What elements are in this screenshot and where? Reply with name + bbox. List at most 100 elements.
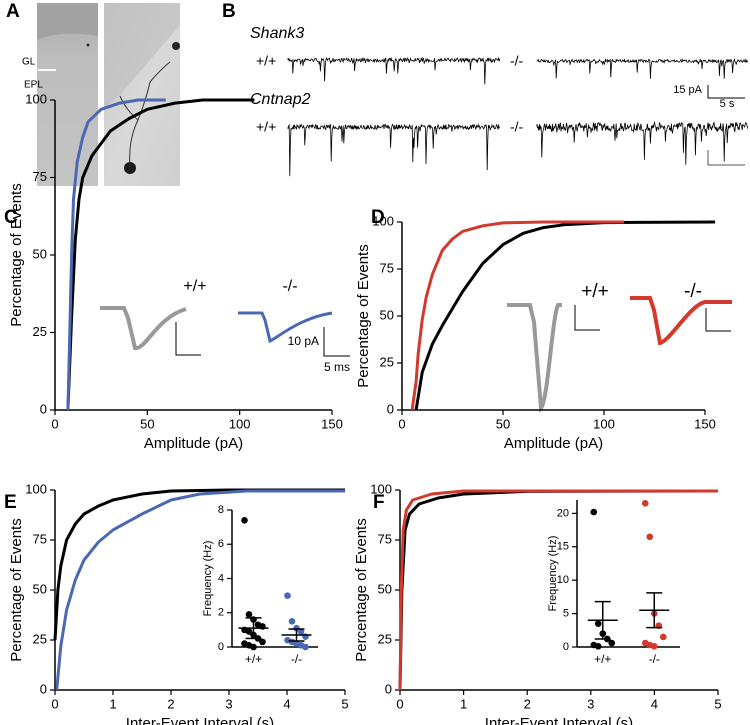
y-axis-label: Percentage of Events [355, 244, 372, 387]
data-point [659, 633, 667, 641]
data-point [641, 500, 649, 507]
data-point [608, 639, 616, 647]
panel-label: B [222, 1, 236, 22]
event-waveform [238, 311, 333, 344]
y-axis-label: Frequency (Hz) [547, 536, 559, 612]
layer-label: EPL [24, 80, 43, 91]
y-tick-label: 75 [33, 531, 47, 546]
y-tick-label: 100 [372, 213, 394, 228]
cumulative-curve [398, 489, 718, 691]
cumulative-curve [398, 489, 719, 691]
data-point [646, 533, 654, 541]
series-label: +/+ [183, 278, 206, 295]
panel-label: F [373, 492, 385, 513]
y-tick-label: 25 [33, 324, 47, 339]
y-tick-label: 25 [33, 631, 47, 646]
x-tick-label: -/- [291, 652, 302, 666]
data-point [302, 643, 309, 651]
cell-body [172, 42, 180, 50]
micrograph-band [104, 3, 180, 110]
current-trace [536, 58, 748, 79]
genotype-label: +/+ [256, 119, 276, 135]
data-point [250, 643, 257, 651]
data-point [297, 628, 305, 635]
current-trace [536, 120, 748, 165]
y-tick-label: 5 [563, 607, 569, 619]
series-label: -/- [684, 281, 702, 302]
x-tick-label: 150 [321, 416, 343, 431]
y-tick-label: 0 [40, 681, 47, 696]
x-tick-label: +/+ [594, 652, 611, 666]
y-tick-label: 75 [378, 531, 392, 546]
x-tick-label: 1 [460, 696, 467, 711]
y-tick-label: 25 [378, 631, 392, 646]
x-tick-label: 0 [51, 416, 58, 431]
x-tick-label: 50 [496, 416, 510, 431]
y-tick-label: 25 [380, 354, 394, 369]
current-trace [287, 123, 500, 177]
micrograph-band [37, 3, 98, 40]
x-tick-label: 50 [140, 416, 154, 431]
x-tick-label: 3 [225, 696, 232, 711]
gene-label: Shank3 [250, 25, 304, 42]
y-tick-label: 50 [378, 581, 392, 596]
genotype-label: +/+ [256, 53, 276, 69]
y-tick-label: 15 [557, 541, 569, 553]
panel-label: E [4, 492, 17, 513]
y-tick-label: 50 [33, 246, 47, 261]
series-label: +/+ [581, 281, 608, 302]
data-point [288, 618, 296, 625]
y-tick-label: 8 [218, 504, 224, 516]
y-axis-label: Percentage of Events [8, 518, 25, 661]
cumulative-curve [66, 98, 166, 411]
x-axis-label: Inter-Event Interval (s) [485, 715, 633, 725]
x-axis-label: Inter-Event Interval (s) [126, 715, 274, 725]
y-tick-label: 50 [33, 581, 47, 596]
data-point [241, 516, 248, 524]
y-tick-label: 20 [557, 507, 569, 519]
y-tick-label: 0 [387, 401, 394, 416]
cumulative-curve [55, 489, 345, 691]
x-tick-label: 150 [694, 416, 716, 431]
y-tick-label: 0 [385, 681, 392, 696]
x-tick-label: 0 [51, 696, 58, 711]
data-point [594, 620, 602, 627]
panel-label: D [371, 207, 385, 228]
x-tick-label: +/+ [245, 652, 262, 666]
x-tick-label: 3 [587, 696, 594, 711]
x-axis-label: Amplitude (pA) [144, 435, 243, 452]
data-point [293, 624, 300, 632]
series-label: -/- [282, 278, 297, 295]
data-point [284, 592, 291, 599]
genotype-label: -/- [510, 53, 524, 69]
genotype-label: -/- [510, 119, 524, 135]
x-tick-label: 4 [283, 696, 290, 711]
y-tick-label: 100 [25, 91, 47, 106]
y-tick-label: 0 [40, 401, 47, 416]
x-tick-label: 2 [167, 696, 174, 711]
x-tick-label: 100 [229, 416, 251, 431]
event-waveform [507, 303, 562, 413]
panel-label: C [4, 207, 18, 228]
scale-label: 15 pA [673, 84, 702, 96]
event-waveform [100, 306, 187, 350]
y-tick-label: 6 [218, 538, 224, 550]
scale-label: 5 s [720, 98, 735, 110]
data-point [245, 611, 253, 618]
scale-label: 10 pA [288, 334, 319, 348]
x-tick-label: 5 [714, 696, 721, 711]
y-axis-label: Percentage of Events [8, 183, 25, 326]
y-tick-label: 100 [370, 481, 392, 496]
data-point [245, 628, 253, 635]
y-tick-label: 100 [25, 481, 47, 496]
cumulative-curve [414, 220, 716, 411]
dendrite [119, 61, 171, 167]
y-tick-label: 4 [218, 572, 224, 584]
cumulative-curve [53, 488, 345, 641]
cumulative-curve [66, 98, 255, 411]
scale-bar [574, 305, 600, 331]
scale-bar [707, 85, 745, 99]
gene-label: Cntnap2 [250, 91, 311, 108]
x-tick-label: 4 [651, 696, 658, 711]
